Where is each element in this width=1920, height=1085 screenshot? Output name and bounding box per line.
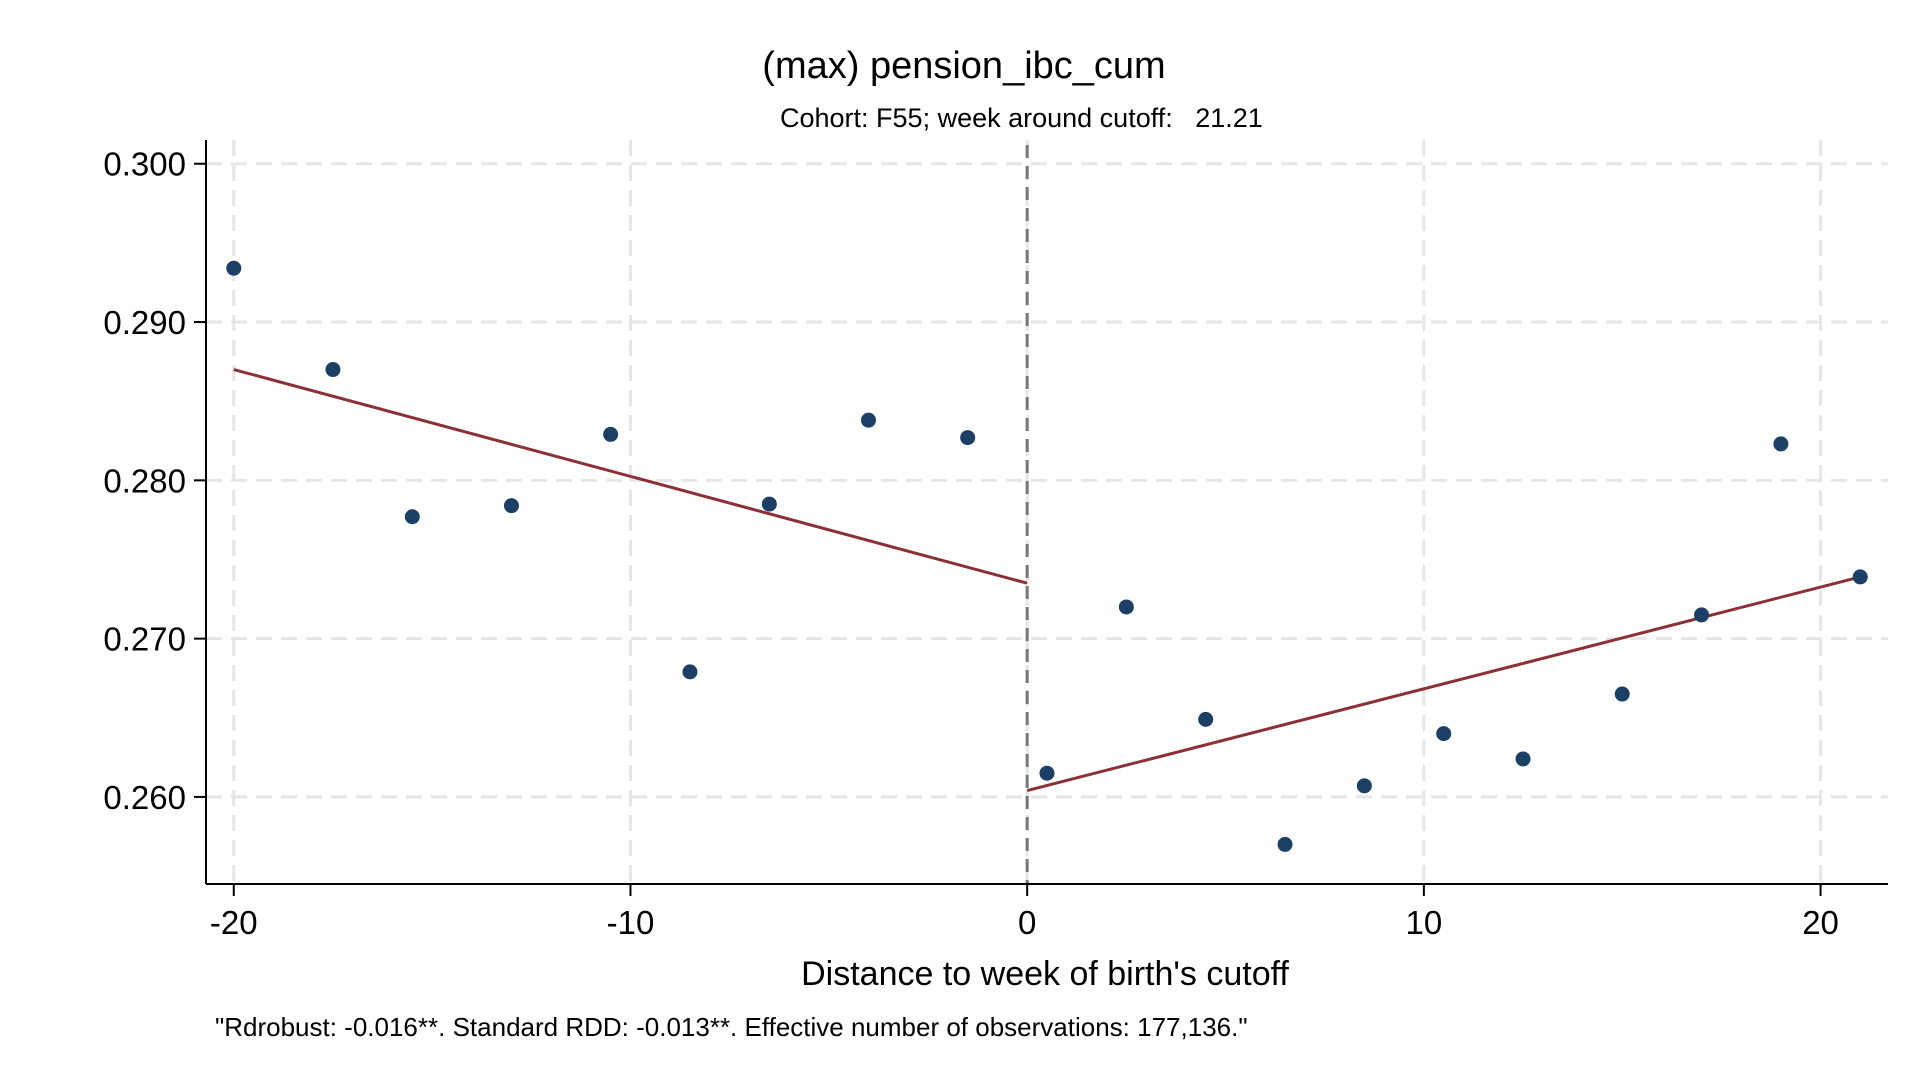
scatter-point	[960, 430, 976, 446]
scatter-point	[1039, 765, 1055, 781]
scatter-point	[1198, 711, 1214, 727]
scatter-point	[1515, 751, 1531, 767]
y-tick-label: 0.260	[103, 779, 186, 816]
chart-note: "Rdrobust: -0.016**. Standard RDD: -0.01…	[215, 1012, 1248, 1042]
y-tick-label: 0.300	[103, 146, 186, 183]
scatter-point	[1852, 569, 1868, 585]
scatter-point	[1118, 599, 1134, 615]
text-layer: (max) pension_ibc_cum Cohort: F55; week …	[215, 45, 1289, 1042]
chart-title: (max) pension_ibc_cum	[762, 45, 1165, 87]
x-tick-label: 20	[1802, 904, 1839, 941]
scatter-point	[1356, 778, 1372, 794]
y-tick-label: 0.290	[103, 304, 186, 341]
scatter-point	[1773, 436, 1789, 452]
scatter-point	[1694, 607, 1710, 623]
x-tick-label: 10	[1406, 904, 1443, 941]
scatter-point	[1436, 726, 1452, 742]
point-layer	[226, 260, 1868, 852]
fit-layer	[233, 368, 1861, 793]
scatter-point	[682, 664, 698, 680]
fit-line	[233, 368, 1028, 585]
scatter-point	[761, 496, 777, 512]
scatter-point	[325, 362, 341, 378]
scatter-point	[503, 498, 519, 514]
grid-layer	[206, 140, 1888, 884]
scatter-point	[860, 412, 876, 428]
y-tick-label: 0.280	[103, 462, 186, 499]
x-tick-label: -10	[607, 904, 655, 941]
fit-line	[1026, 575, 1861, 793]
x-tick-label: 0	[1018, 904, 1036, 941]
axis-layer: 0.260 0.270 0.280 0.290 0.300 -20 -10 0 10 20	[103, 140, 1888, 941]
scatter-point	[603, 426, 619, 442]
y-tick-label: 0.270	[103, 621, 186, 658]
scatter-point	[404, 509, 420, 525]
scatter-point	[1614, 686, 1630, 702]
scatter-point	[1277, 836, 1293, 852]
chart-subtitle: Cohort: F55; week around cutoff: 21.21	[780, 103, 1263, 133]
x-axis-title: Distance to week of birth's cutoff	[801, 955, 1289, 993]
x-tick-label: -20	[210, 904, 258, 941]
scatter-point	[226, 260, 242, 276]
